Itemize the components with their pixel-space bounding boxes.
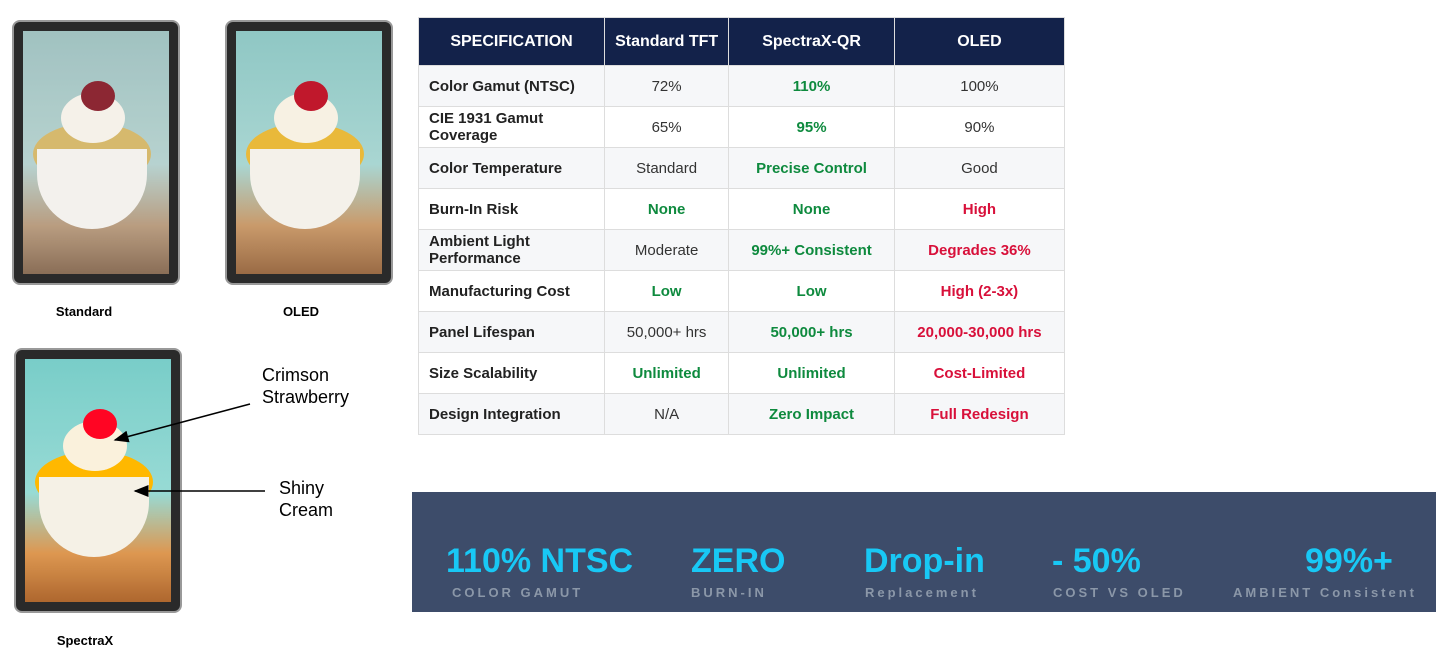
table-cell: 72% xyxy=(603,65,730,107)
table-row: Ambient Light Performance Moderate 99%+ Co… xyxy=(418,229,1066,271)
table-cell: Manufacturing Cost xyxy=(418,270,605,312)
table-cell: CIE 1931 Gamut Coverage xyxy=(418,106,605,148)
header-cell: Standard TFT xyxy=(603,17,730,66)
table-cell: Unlimited xyxy=(603,352,730,394)
annotation: Shiny Cream xyxy=(279,478,334,520)
stat-label: COST VS OLED xyxy=(1053,585,1186,600)
spec-table: SPECIFICATION Standard TFT SpectraX-QR OLED… xyxy=(418,17,1066,435)
stat-value: Drop-in xyxy=(864,542,985,580)
stat-label: Replacement xyxy=(865,585,979,600)
table-cell: 100% xyxy=(893,65,1066,107)
stat-value: ZERO xyxy=(691,542,786,580)
table-cell: Standard xyxy=(603,147,730,189)
stat-label: BURN-IN xyxy=(691,585,767,600)
table-cell: Burn-In Risk xyxy=(418,188,605,230)
table-cell: Cost-Limited xyxy=(893,352,1066,394)
table-cell: Color Temperature xyxy=(418,147,605,189)
image-label: OLED xyxy=(282,304,320,319)
table-row: Burn-In Risk None None High xyxy=(418,188,1066,230)
table-cell: Degrades 36% xyxy=(893,229,1066,271)
stat-label: COLOR GAMUT xyxy=(452,585,584,600)
table-cell: Design Integration xyxy=(418,393,605,435)
table-cell: Full Redesign xyxy=(893,393,1066,435)
image-label: Standard xyxy=(55,304,113,319)
table-cell: Size Scalability xyxy=(418,352,605,394)
table-row: Color Temperature Standard Precise Control… xyxy=(418,147,1066,189)
table-row: Design Integration N/A Zero Impact Full Red… xyxy=(418,393,1066,435)
stat-value: 110% NTSC xyxy=(446,542,634,580)
table-row: CIE 1931 Gamut Coverage 65% 95% 90% xyxy=(418,106,1066,148)
annotation: Crimson Strawberry xyxy=(262,365,350,407)
table-cell: 20,000-30,000 hrs xyxy=(893,311,1066,353)
table-cell: 99%+ Consistent xyxy=(728,229,895,271)
table-cell: Good xyxy=(893,147,1066,189)
stat-value: 99%+ xyxy=(1305,542,1393,580)
table-cell: 65% xyxy=(603,106,730,148)
header-cell: OLED xyxy=(893,17,1066,66)
stat-label: AMBIENT Consistent xyxy=(1233,585,1417,600)
table-row: Size Scalability Unlimited Unlimited Cost-L… xyxy=(418,352,1066,394)
table-cell: Color Gamut (NTSC) xyxy=(418,65,605,107)
table-cell: None xyxy=(603,188,730,230)
table-cell: 95% xyxy=(728,106,895,148)
header-cell: SpectraX-QR xyxy=(728,17,895,66)
table-cell: Panel Lifespan xyxy=(418,311,605,353)
tablet-image xyxy=(14,348,182,613)
table-row: Panel Lifespan 50,000+ hrs 50,000+ hrs 20,0… xyxy=(418,311,1066,353)
image-label: SpectraX xyxy=(56,633,114,648)
table-row: Manufacturing Cost Low Low High (2-3x) xyxy=(418,270,1066,312)
table-row: Color Gamut (NTSC) 72% 110% 100% xyxy=(418,65,1066,107)
table-cell: Moderate xyxy=(603,229,730,271)
table-cell: Low xyxy=(728,270,895,312)
table-cell: Ambient Light Performance xyxy=(418,229,605,271)
stat-value: - 50% xyxy=(1052,542,1141,580)
table-cell: Unlimited xyxy=(728,352,895,394)
stats-bar: 110% NTSC COLOR GAMUT ZERO BURN-IN Drop-in Re… xyxy=(412,492,1436,612)
table-cell: 50,000+ hrs xyxy=(603,311,730,353)
table-cell: 110% xyxy=(728,65,895,107)
table-cell: High xyxy=(893,188,1066,230)
table-cell: 90% xyxy=(893,106,1066,148)
table-cell: Low xyxy=(603,270,730,312)
arrows xyxy=(113,403,265,497)
tablet-image xyxy=(225,20,393,285)
table-cell: None xyxy=(728,188,895,230)
table-cell: N/A xyxy=(603,393,730,435)
table-cell: Precise Control xyxy=(728,147,895,189)
table-cell: High (2-3x) xyxy=(893,270,1066,312)
table-cell: 50,000+ hrs xyxy=(728,311,895,353)
tablet-image xyxy=(12,20,180,285)
table-cell: Zero Impact xyxy=(728,393,895,435)
header-cell: SPECIFICATION xyxy=(418,17,605,66)
